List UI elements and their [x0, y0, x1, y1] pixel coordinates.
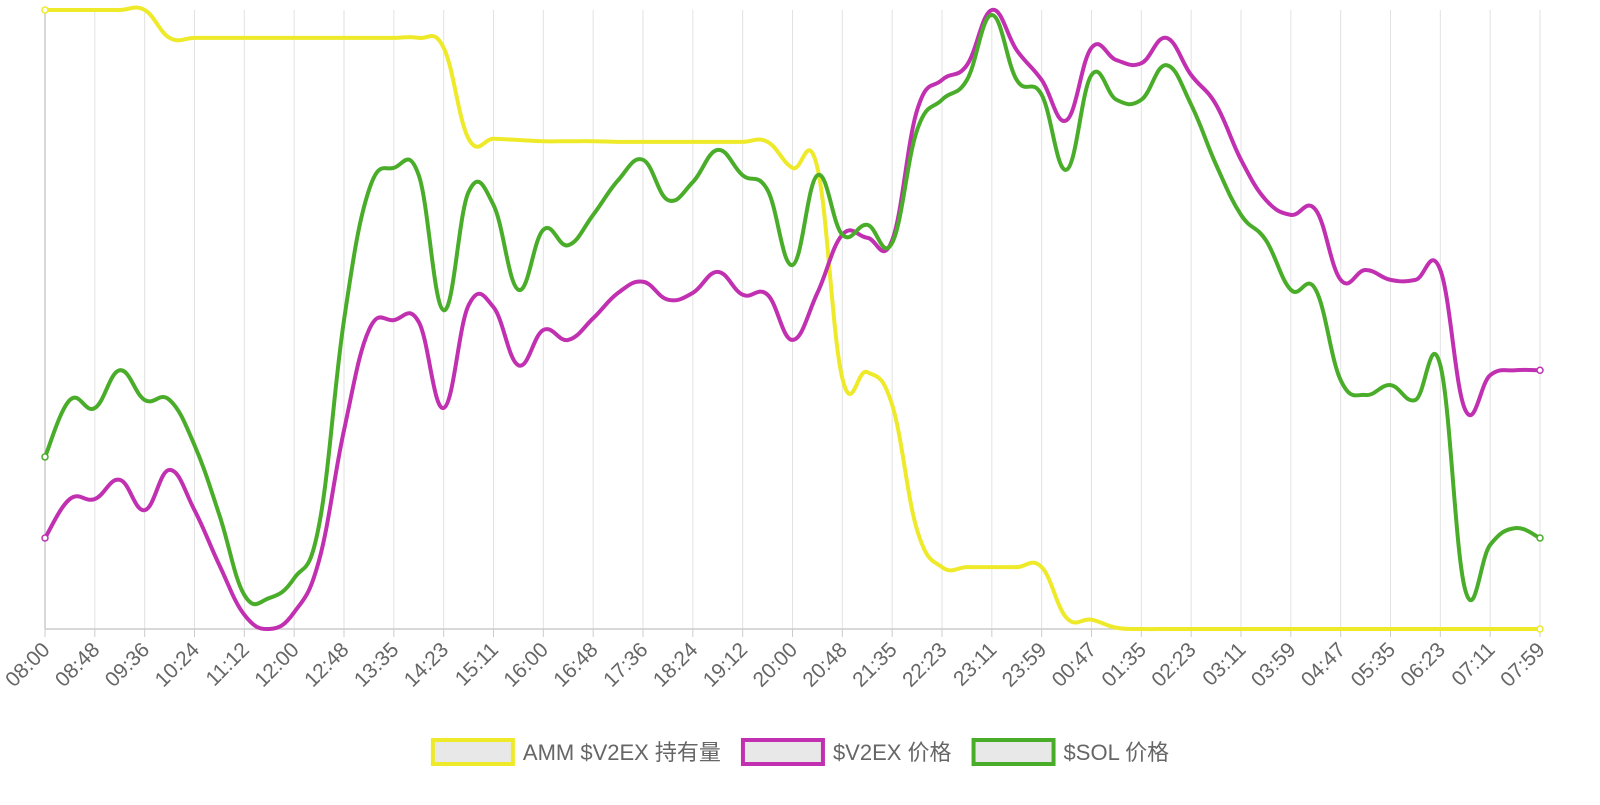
- legend-item: $V2EX 价格: [740, 738, 952, 766]
- x-tick-label: 03:59: [1247, 638, 1300, 691]
- legend-swatch: [430, 738, 515, 766]
- x-tick-label: 16:00: [499, 638, 552, 691]
- series-line: [44, 5, 1540, 632]
- x-tick-label: 10:24: [151, 638, 205, 692]
- x-tick-label: 04:47: [1297, 638, 1350, 691]
- x-tick-label: 18:24: [649, 638, 703, 692]
- end-point: [1536, 625, 1544, 633]
- end-point: [41, 534, 49, 542]
- legend-swatch: [971, 738, 1056, 766]
- x-tick-label: 06:23: [1396, 638, 1449, 691]
- x-tick-label: 12:48: [300, 638, 353, 691]
- x-tick-label: 08:00: [1, 638, 54, 691]
- legend-item: AMM $V2EX 持有量: [430, 738, 721, 766]
- series-line: [43, 12, 1541, 607]
- end-point: [1536, 366, 1544, 375]
- end-point: [41, 6, 49, 14]
- series-line: [43, 7, 1541, 632]
- x-tick-label: 07:11: [1447, 638, 1499, 690]
- x-tick-label: 20:00: [749, 638, 802, 691]
- x-tick-label: 21:35: [848, 638, 901, 691]
- x-tick-label: 03:11: [1198, 638, 1250, 690]
- x-tick-label: 20:48: [798, 638, 851, 691]
- x-tick-label: 05:35: [1347, 638, 1400, 691]
- x-tick-label: 19:12: [699, 638, 752, 691]
- x-tick-label: 23:59: [998, 638, 1051, 691]
- x-tick-label: 02:23: [1147, 638, 1200, 691]
- legend-label: $SOL 价格: [1064, 740, 1170, 765]
- legend-label: $V2EX 价格: [833, 740, 952, 765]
- x-tick-label: 11:12: [202, 638, 254, 690]
- legend-item: $SOL 价格: [971, 738, 1170, 766]
- x-tick-label: 01:35: [1097, 638, 1150, 691]
- end-point: [41, 453, 49, 461]
- x-tick-label: 07:59: [1496, 638, 1549, 691]
- legend-swatch: [740, 738, 825, 766]
- x-tick-label: 12:00: [250, 638, 303, 691]
- x-tick-label: 09:36: [101, 638, 154, 691]
- x-tick-label: 08:48: [51, 638, 104, 691]
- x-tick-label: 23:11: [949, 638, 1001, 690]
- end-point: [1536, 534, 1544, 542]
- legend: AMM $V2EX 持有量 $V2EX 价格 $SOL 价格: [430, 738, 1170, 766]
- x-tick-label: 16:48: [549, 638, 602, 691]
- x-tick-label: 15:11: [451, 638, 503, 690]
- x-tick-label: 17:36: [599, 638, 652, 691]
- legend-label: AMM $V2EX 持有量: [523, 740, 721, 765]
- x-tick-label: 00:47: [1048, 638, 1101, 691]
- x-tick-label: 14:23: [400, 638, 453, 691]
- x-tick-label: 13:35: [350, 638, 403, 691]
- x-tick-label: 22:23: [898, 638, 951, 691]
